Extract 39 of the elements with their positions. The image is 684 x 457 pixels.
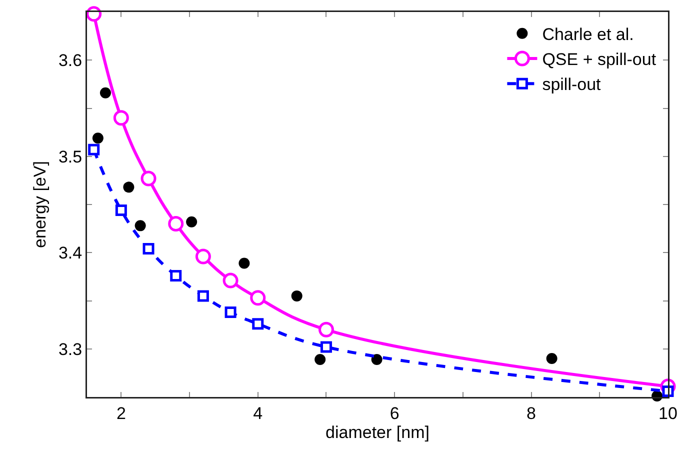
point — [168, 216, 184, 232]
x-axis-title: diameter [nm] — [326, 423, 430, 442]
point — [140, 170, 156, 186]
point — [113, 110, 129, 126]
point — [197, 290, 209, 302]
y-tick-label: 3.4 — [58, 244, 82, 263]
y-tick-label: 3.3 — [58, 340, 82, 359]
legend-label: QSE + spill-out — [542, 50, 656, 70]
point — [195, 248, 211, 264]
x-tick-label: 6 — [390, 404, 400, 423]
x-tick-label: 10 — [658, 404, 678, 423]
legend-label: Charle et al. — [542, 25, 634, 44]
point — [252, 318, 264, 330]
point — [314, 354, 326, 365]
y-tick-label: 3.6 — [58, 51, 82, 70]
point — [371, 354, 382, 365]
point — [92, 132, 104, 144]
point — [238, 258, 250, 269]
point — [546, 353, 558, 364]
x-tick-label: 2 — [116, 404, 126, 423]
point — [186, 216, 198, 228]
legend-label: spill-out — [542, 75, 602, 94]
point — [100, 87, 111, 98]
point — [224, 306, 236, 318]
point — [134, 220, 146, 232]
point — [222, 272, 238, 288]
y-axis-title: energy [eV] — [30, 161, 50, 248]
x-tick-label: 8 — [526, 404, 536, 423]
point — [142, 243, 154, 255]
y-tick-label: 3.5 — [58, 147, 82, 166]
point — [170, 270, 182, 282]
x-tick-label: 4 — [253, 404, 263, 423]
point — [250, 290, 266, 306]
point — [115, 204, 127, 216]
point — [291, 290, 302, 302]
point — [320, 341, 332, 353]
point — [318, 322, 334, 338]
point — [88, 144, 100, 156]
point — [123, 182, 134, 193]
